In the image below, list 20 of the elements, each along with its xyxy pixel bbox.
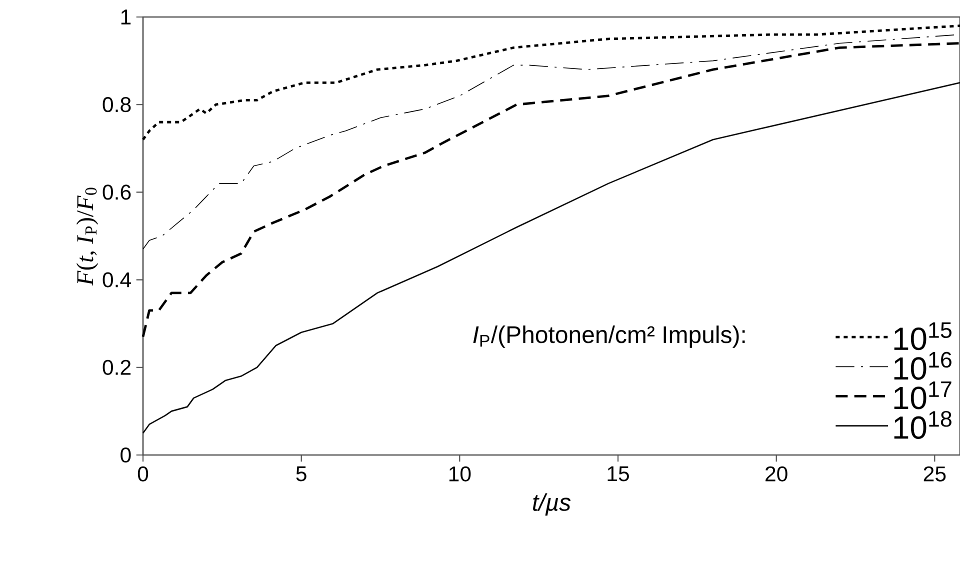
y-tick-label: 0.6 xyxy=(102,184,131,200)
text: F(t, I$_{P}$)/F$_{0}$ xyxy=(76,188,98,286)
x-tick-label: 15 xyxy=(608,466,629,482)
x-tick-label: 20 xyxy=(766,466,788,482)
legend-title: I$_{P}$/(Photonen/cm² Impuls): xyxy=(473,326,745,348)
legend-label: 10$^{18}$ xyxy=(894,410,952,439)
y-tick-label: 0.2 xyxy=(102,360,131,375)
y-tick-label: 0 xyxy=(120,447,131,463)
y-tick-label: 0.4 xyxy=(102,272,131,288)
y-tick-label: 1 xyxy=(121,10,131,24)
x-tick-label: 10 xyxy=(449,466,471,482)
legend-label: 10$^{15}$ xyxy=(894,322,952,350)
line-series xyxy=(142,24,960,141)
x-tick-label: 25 xyxy=(924,466,946,482)
x-tick-label: 0 xyxy=(138,466,148,482)
y-tick-label: 0.8 xyxy=(102,97,131,112)
legend-label: 10$^{16}$ xyxy=(894,352,952,380)
x-tick-label: 5 xyxy=(296,466,306,482)
x-axis-title: t/µs xyxy=(533,493,571,516)
legend-label: 10$^{17}$ xyxy=(894,382,952,410)
